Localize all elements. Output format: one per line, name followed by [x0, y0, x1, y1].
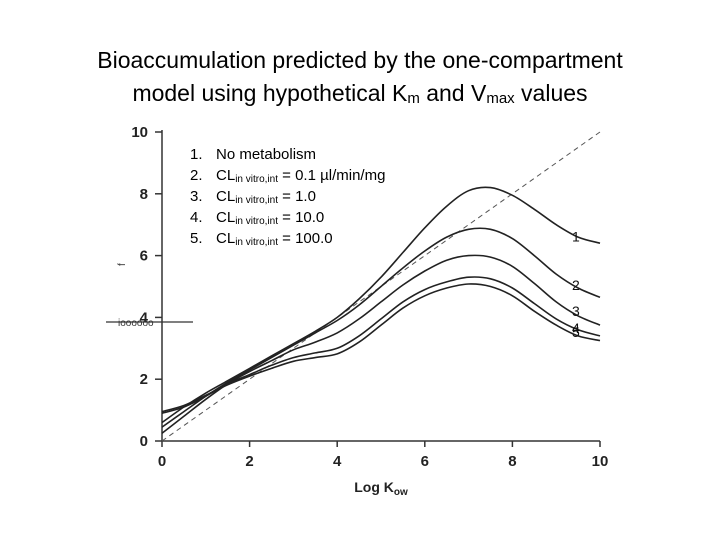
legend-entry-1-number: 1. — [190, 146, 203, 163]
curve-group — [161, 186, 601, 434]
curve-label-group: 1 2 345 — [572, 229, 580, 340]
x-axis-title-subscript: ow — [394, 487, 408, 498]
y-tick-label: 4 — [140, 309, 149, 326]
curve-2 — [161, 227, 601, 428]
legend-entry-main: CL — [216, 167, 235, 184]
axis-artifacts: ioooooo f — [106, 263, 193, 329]
legend-entry-5-text: CLin vitro,int = 100.0 — [216, 230, 333, 248]
slide-title: Bioaccumulation predicted by the one-com… — [0, 44, 720, 110]
y-tick-label: 10 — [131, 124, 148, 141]
x-tick-label: 4 — [333, 453, 342, 470]
curve-label-4: 4 — [572, 320, 580, 336]
x-tick-label: 8 — [508, 453, 516, 470]
curve-1 — [161, 186, 601, 424]
legend-entry-5-number: 5. — [190, 230, 203, 247]
x-tick-label: 10 — [592, 453, 609, 470]
y-tick-label: 8 — [140, 186, 148, 203]
y-axis-title-fragment: f — [117, 263, 128, 266]
curve-4 — [161, 276, 601, 414]
title-line-1: Bioaccumulation predicted by the one-com… — [97, 47, 623, 73]
y-tick-label: 2 — [140, 371, 148, 388]
legend-entry-2-number: 2. — [190, 167, 203, 184]
curve-label-2: 2 — [572, 277, 580, 293]
curve-label-1: 1 — [572, 229, 580, 245]
legend-entry-1-text: No metabolism — [216, 146, 316, 163]
legend-entry-main: CL — [216, 230, 235, 247]
legend-entry-rest: = 10.0 — [278, 209, 324, 226]
y-tick-label: 6 — [140, 248, 148, 265]
legend-entry-rest: = 100.0 — [278, 230, 333, 247]
curve-5 — [161, 283, 601, 413]
x-axis-title: Log Kow — [354, 479, 408, 498]
curve-label-3: 3 — [572, 303, 580, 319]
x-axis-title-main: Log K — [354, 479, 394, 495]
title-subscript-max: max — [486, 90, 515, 107]
legend-entry-3-number: 3. — [190, 188, 203, 205]
curve-label-5: 5 — [572, 324, 580, 340]
legend-entry-subscript: in vitro,int — [235, 174, 278, 185]
title-line-2-part-b: and V — [419, 80, 487, 106]
legend-entry-rest: = 0.1 µl/min/mg — [278, 167, 385, 184]
legend-entry-4-text: CLin vitro,int = 10.0 — [216, 209, 324, 227]
legend-entry-subscript: in vitro,int — [235, 237, 278, 248]
title-line-2-part-a: model using hypothetical K — [132, 80, 408, 106]
legend-entry-subscript: in vitro,int — [235, 216, 278, 227]
chart-axes: 0 2 4 6 8 10 0 2 4 6 8 10 Log Kow — [131, 124, 608, 498]
title-subscript-m: m — [407, 90, 420, 107]
legend-entry-main: No metabolism — [216, 146, 316, 163]
legend-entry-rest: = 1.0 — [278, 188, 316, 205]
y-axis-artifact-text: ioooooo — [118, 318, 154, 329]
x-tick-label: 0 — [158, 453, 166, 470]
x-tick-label: 6 — [421, 453, 429, 470]
curve-3 — [161, 254, 601, 434]
legend-entry-4-number: 4. — [190, 209, 203, 226]
title-line-2-part-c: values — [514, 80, 588, 106]
legend-entry-3-text: CLin vitro,int = 1.0 — [216, 188, 316, 206]
legend-entry-subscript: in vitro,int — [235, 195, 278, 206]
legend-entry-2-text: CLin vitro,int = 0.1 µl/min/mg — [216, 167, 385, 185]
x-tick-label: 2 — [245, 453, 253, 470]
y-tick-label: 0 — [140, 433, 148, 450]
legend-entry-main: CL — [216, 188, 235, 205]
legend-entry-main: CL — [216, 209, 235, 226]
title-line-2: model using hypothetical Km and Vmax val… — [0, 77, 720, 110]
